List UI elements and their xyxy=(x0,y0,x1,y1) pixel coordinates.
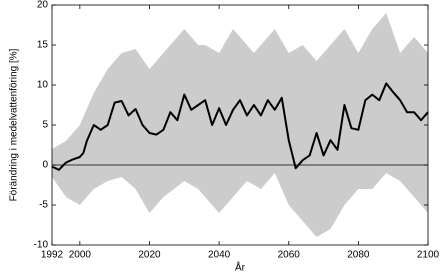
x-tick-label: 2080 xyxy=(347,250,370,261)
x-tick-label: 2100 xyxy=(417,250,440,261)
x-axis-label: År xyxy=(235,261,246,274)
x-tick-label: 1992 xyxy=(41,250,64,261)
y-axis-label: Förändring i medelvattenföring [%] xyxy=(9,48,20,201)
y-tick-label: 20 xyxy=(37,0,49,11)
data-line xyxy=(51,82,429,171)
y-tick-label: -5 xyxy=(39,200,48,211)
x-tick-label: 2060 xyxy=(278,250,301,261)
y-tick-label: 0 xyxy=(42,160,48,171)
y-tick-label: -10 xyxy=(34,240,49,251)
y-tick-label: 5 xyxy=(42,120,48,131)
x-tick-label: 2040 xyxy=(208,250,231,261)
range-band xyxy=(52,13,428,237)
x-tick-label: 2020 xyxy=(138,250,161,261)
x-tick-label: 2000 xyxy=(69,250,92,261)
y-tick-label: 15 xyxy=(37,40,49,51)
y-tick-label: 10 xyxy=(37,80,49,91)
